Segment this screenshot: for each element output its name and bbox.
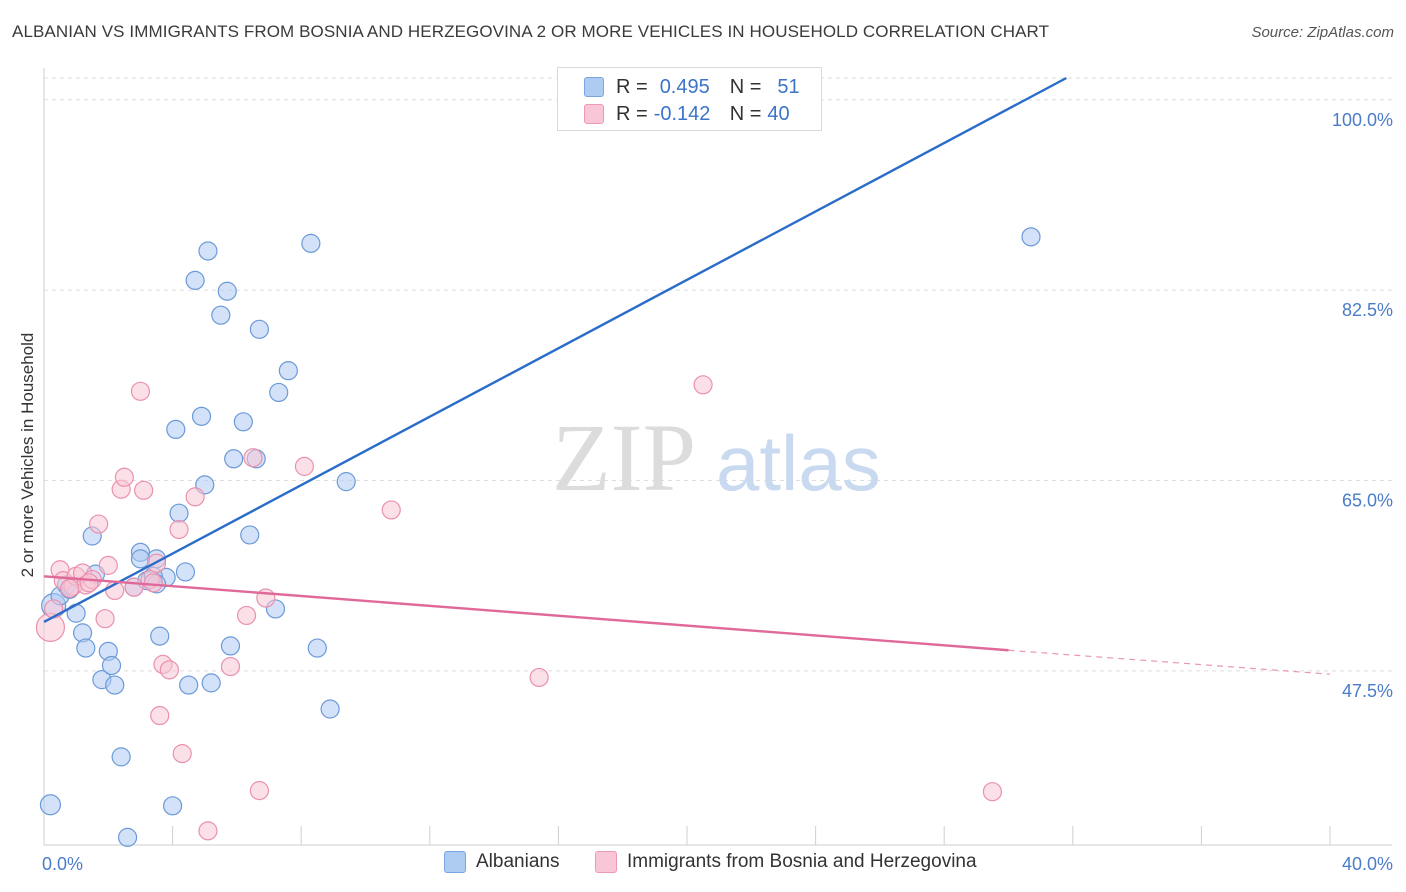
bosnia-point xyxy=(130,381,151,401)
bosnia-point xyxy=(124,577,144,597)
source-label: Source: ZipAtlas.com xyxy=(1251,24,1394,41)
y-tick-label: 82.5% xyxy=(1342,300,1393,320)
chart-title: ALBANIAN VS IMMIGRANTS FROM BOSNIA AND H… xyxy=(12,22,1050,41)
legend-row-albanians: R = 0.495 N = 51 xyxy=(558,73,800,101)
bosnia-point xyxy=(185,487,205,507)
y-tick-label: 100.0% xyxy=(1332,110,1393,130)
bosnia-point xyxy=(220,656,241,677)
albanians-point xyxy=(166,419,186,440)
albanians-point xyxy=(278,361,298,381)
albanians-point xyxy=(175,562,196,582)
albanians-point xyxy=(150,626,170,646)
watermark-atlas: atlas xyxy=(716,419,881,507)
legend-item-label: Immigrants from Bosnia and Herzegovina xyxy=(627,851,977,872)
series-legend: Albanians Immigrants from Bosnia and Her… xyxy=(0,851,1406,879)
albanians-point xyxy=(240,525,260,545)
y-axis-label: 2 or more Vehicles in Household xyxy=(18,333,37,578)
legend-r-value: 0.495 xyxy=(659,75,710,98)
bosnia-point xyxy=(249,781,270,801)
bosnia-point xyxy=(529,667,549,688)
bosnia-point xyxy=(172,744,192,764)
bosnia-point xyxy=(143,573,163,593)
legend-r-label: R = xyxy=(616,75,648,98)
axis-ticks: 47.5% 65.0% 82.5% 100.0% 0.0% 40.0% xyxy=(42,110,1393,874)
albanians-point xyxy=(217,281,237,301)
albanians-point xyxy=(1021,227,1041,247)
data-points xyxy=(35,227,1041,847)
albanians-point xyxy=(76,638,96,658)
bosnia-point xyxy=(236,605,257,626)
albanians-point xyxy=(336,472,356,492)
legend-item-label: Albanians xyxy=(476,851,560,872)
trend-lines xyxy=(43,76,1331,675)
albanians-point xyxy=(117,827,138,847)
albanians-point xyxy=(179,675,199,695)
bosnia-point xyxy=(294,456,315,476)
albanians-point xyxy=(185,270,205,290)
x-tick-label: 40.0% xyxy=(1342,854,1393,874)
legend-swatch-pink xyxy=(595,851,617,873)
bosnia-trend-line xyxy=(43,575,1009,652)
bosnia-point xyxy=(982,782,1003,802)
watermark: ZIP atlas xyxy=(552,404,881,511)
albanians-point xyxy=(249,319,270,339)
bosnia-point xyxy=(79,573,99,593)
y-tick-label: 47.5% xyxy=(1342,681,1393,701)
bosnia-point xyxy=(381,500,401,520)
legend-r-label: R = xyxy=(616,102,648,125)
bosnia-point xyxy=(243,448,263,468)
bosnia-point xyxy=(44,599,64,619)
albanians-point xyxy=(220,636,241,656)
legend-swatch-blue xyxy=(584,77,604,97)
albanians-point xyxy=(130,549,151,569)
bosnia-trend-extension xyxy=(1008,649,1331,675)
albanians-trend-line xyxy=(43,76,1067,624)
albanians-point xyxy=(163,796,183,816)
watermark-zip: ZIP xyxy=(552,404,696,511)
albanians-point xyxy=(211,305,231,325)
bosnia-point xyxy=(134,480,154,500)
albanians-point xyxy=(301,233,321,253)
legend-n-value: 51 xyxy=(777,75,800,98)
albanians-point xyxy=(111,747,131,767)
bosnia-point xyxy=(169,519,189,540)
legend-swatch-blue xyxy=(444,851,466,873)
albanians-point xyxy=(39,794,62,816)
bosnia-point xyxy=(98,555,118,575)
y-tick-label: 65.0% xyxy=(1342,491,1393,511)
albanians-point xyxy=(233,412,253,432)
legend-n-value: 40 xyxy=(767,102,790,125)
legend-r-value: -0.142 xyxy=(653,102,711,125)
albanians-point xyxy=(269,382,289,403)
albanians-point xyxy=(101,655,122,676)
albanians-point xyxy=(201,673,221,693)
bosnia-point xyxy=(114,467,134,487)
bosnia-point xyxy=(60,578,80,598)
bosnia-point xyxy=(150,705,170,726)
legend-item-albanians: Albanians xyxy=(444,851,559,873)
albanians-point xyxy=(198,241,218,261)
albanians-point xyxy=(320,699,340,719)
legend-row-bosnia: R = -0.142 N = 40 xyxy=(558,100,790,128)
bosnia-point xyxy=(95,609,115,629)
legend-n-label: N = xyxy=(729,75,762,98)
legend-swatch-pink xyxy=(584,104,604,124)
bosnia-point xyxy=(198,821,218,841)
gridlines xyxy=(44,77,1392,672)
albanians-point xyxy=(169,503,189,523)
legend-n-label: N = xyxy=(729,102,762,125)
correlation-legend: R = 0.495 N = 51 R = -0.142 N = 40 xyxy=(557,67,822,131)
x-tick-label: 0.0% xyxy=(42,854,83,874)
albanians-point xyxy=(191,406,212,426)
albanians-point xyxy=(105,675,125,695)
bosnia-point xyxy=(159,660,179,680)
albanians-point xyxy=(224,449,244,469)
bosnia-point xyxy=(693,375,713,395)
legend-item-bosnia: Immigrants from Bosnia and Herzegovina xyxy=(595,851,977,873)
albanians-point xyxy=(307,638,327,658)
axes xyxy=(43,68,1392,846)
bosnia-point xyxy=(89,514,109,534)
